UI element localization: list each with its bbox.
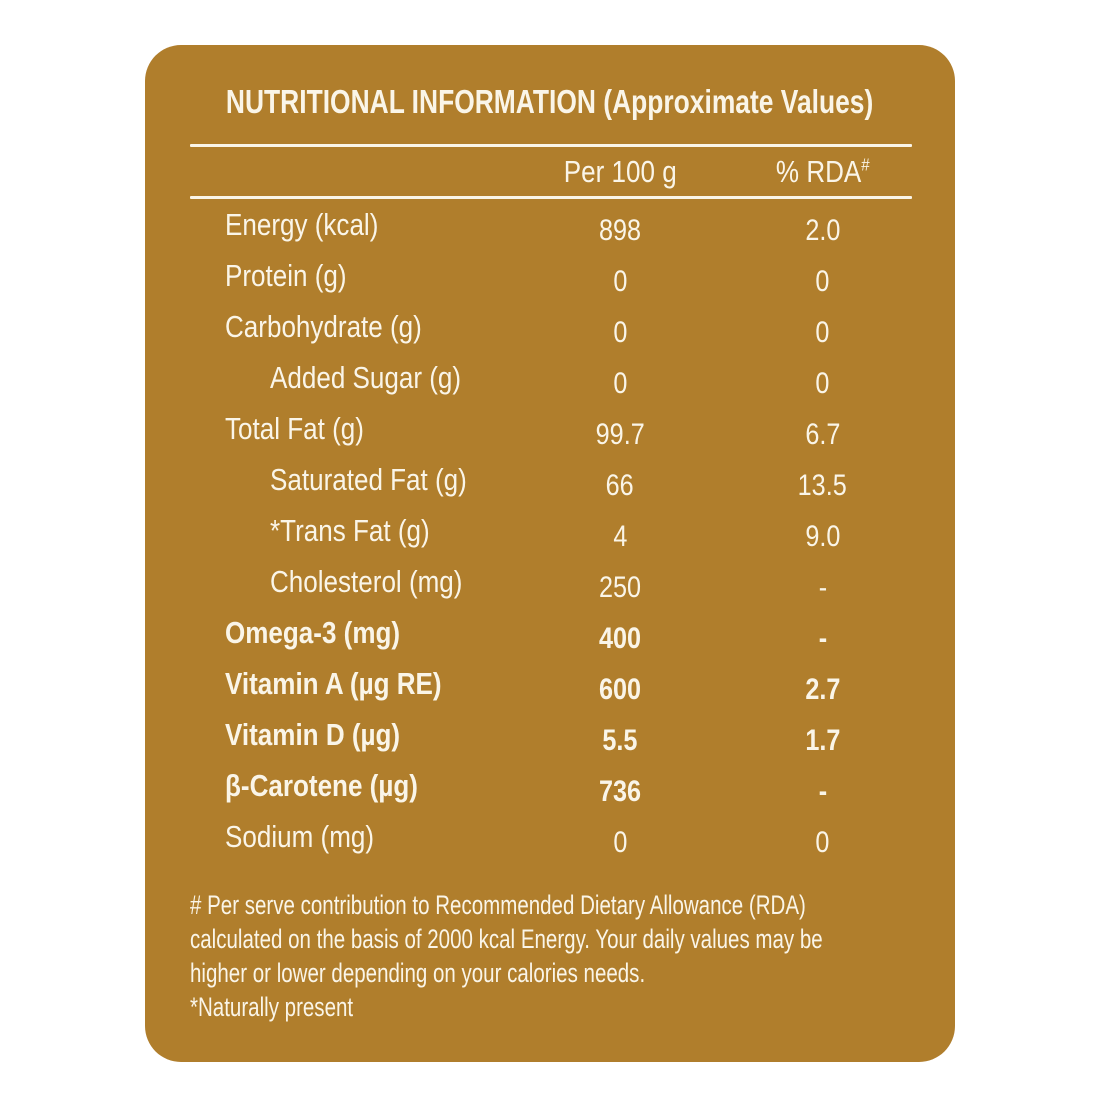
row-value-per-100g: 0 <box>612 366 628 400</box>
row-value-rda: 0 <box>815 366 830 400</box>
footnote: # Per serve contribution to Recommended … <box>190 888 910 1024</box>
card-header: NUTRITIONAL INFORMATION (Approximate Val… <box>145 45 955 144</box>
row-value-per-100g: 250 <box>598 570 642 604</box>
row-label: Omega-3 (mg) <box>225 614 401 650</box>
table-row: Saturated Fat (g) 66 13.5 <box>190 454 910 505</box>
column-header-rda: % RDA# <box>735 154 910 190</box>
row-label: β-Carotene (µg) <box>225 767 418 803</box>
row-label: Protein (g) <box>225 257 347 293</box>
row-value-rda: 2.0 <box>804 213 841 247</box>
row-value-per-100g: 600 <box>598 672 642 706</box>
table-row: Vitamin A (µg RE) 600 2.7 <box>190 658 910 709</box>
row-value-rda: 2.7 <box>804 672 841 706</box>
row-value-per-100g: 898 <box>598 213 642 247</box>
table-row: Vitamin D (µg) 5.5 1.7 <box>190 709 910 760</box>
table-row: Protein (g) 0 0 <box>190 250 910 301</box>
table-row: Carbohydrate (g) 0 0 <box>190 301 910 352</box>
table-row: Total Fat (g) 99.7 6.7 <box>190 403 910 454</box>
row-label: Carbohydrate (g) <box>225 308 422 344</box>
row-label: Energy (kcal) <box>225 206 379 242</box>
footnote-line: higher or lower depending on your calori… <box>190 958 646 988</box>
row-value-rda: 0 <box>815 315 830 349</box>
row-label: Added Sugar (g) <box>270 359 462 395</box>
row-value-per-100g: 99.7 <box>595 417 645 451</box>
table-row: Energy (kcal) 898 2.0 <box>190 199 910 250</box>
row-value-rda: - <box>818 621 827 655</box>
nutrition-facts-card: NUTRITIONAL INFORMATION (Approximate Val… <box>145 45 955 1062</box>
row-value-per-100g: 0 <box>612 264 628 298</box>
row-value-per-100g: 0 <box>612 315 628 349</box>
table-row: Cholesterol (mg) 250 - <box>190 556 910 607</box>
table-row: β-Carotene (µg) 736 - <box>190 760 910 811</box>
row-value-per-100g: 5.5 <box>602 723 638 757</box>
table-row: Sodium (mg) 0 0 <box>190 811 910 862</box>
column-header-row: Per 100 g % RDA# <box>190 147 910 196</box>
row-label: Sodium (mg) <box>225 818 375 854</box>
row-value-per-100g: 66 <box>605 468 635 502</box>
rda-header-label: % RDA <box>775 153 861 189</box>
row-value-rda: - <box>818 570 827 604</box>
row-value-per-100g: 400 <box>598 621 642 655</box>
nutrition-title-text: NUTRITIONAL INFORMATION (Approximate Val… <box>226 82 874 120</box>
table-row: *Trans Fat (g) 4 9.0 <box>190 505 910 556</box>
row-value-rda: 13.5 <box>797 468 848 502</box>
column-header-per-100g: Per 100 g <box>563 153 677 189</box>
row-label: Vitamin A (µg RE) <box>225 665 442 701</box>
row-label: Saturated Fat (g) <box>270 461 467 497</box>
row-value-per-100g: 0 <box>612 825 628 859</box>
row-value-rda: - <box>818 774 827 808</box>
row-value-per-100g: 4 <box>612 519 628 553</box>
row-value-rda: 9.0 <box>804 519 841 553</box>
row-label: Cholesterol (mg) <box>270 563 463 599</box>
row-label: Total Fat (g) <box>225 410 364 446</box>
row-value-rda: 6.7 <box>804 417 841 451</box>
row-label: *Trans Fat (g) <box>270 512 430 548</box>
footnote-line: # Per serve contribution to Recommended … <box>190 890 806 920</box>
row-value-rda: 1.7 <box>804 723 841 757</box>
rda-header-superscript: # <box>860 154 870 175</box>
table-row: Added Sugar (g) 0 0 <box>190 352 910 403</box>
footnote-line: *Naturally present <box>190 992 354 1022</box>
row-label: Vitamin D (µg) <box>225 716 401 752</box>
divider-header <box>190 196 912 199</box>
table-row: Omega-3 (mg) 400 - <box>190 607 910 658</box>
row-value-per-100g: 736 <box>598 774 642 808</box>
table-rows: Energy (kcal) 898 2.0 Protein (g) 0 0 Ca… <box>145 199 955 862</box>
row-value-rda: 0 <box>815 825 830 859</box>
nutrition-title: NUTRITIONAL INFORMATION (Approximate Val… <box>145 83 954 121</box>
footnote-line: calculated on the basis of 2000 kcal Ene… <box>190 924 823 954</box>
divider-top <box>190 144 912 147</box>
row-value-rda: 0 <box>815 264 830 298</box>
